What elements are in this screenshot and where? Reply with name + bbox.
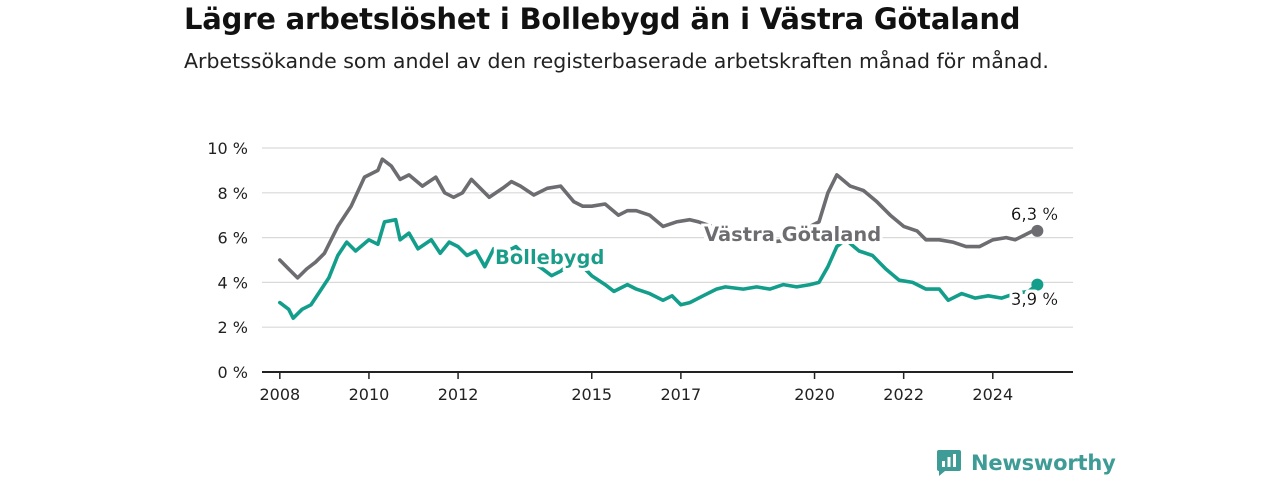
x-tick-label: 2015 [571,385,612,404]
series-label-bollebygd: Bollebygd [495,246,604,269]
y-tick-label: 8 % [218,184,248,203]
x-tick-label: 2012 [438,385,479,404]
x-tick-label: 2020 [794,385,835,404]
chart-title: Lägre arbetslöshet i Bollebygd än i Väst… [184,2,1021,36]
end-label-bollebygd: 3,9 % [1011,290,1058,309]
series-line-vastra-gotaland [278,157,1040,280]
brand-name: Newsworthy [971,451,1116,475]
grid-lines [262,147,1073,373]
x-tick-label: 2022 [883,385,924,404]
y-tick-label: 10 % [207,139,248,158]
x-tick-label: 2010 [349,385,390,404]
series-labels: Västra Götaland Bollebygd 6,3 % 3,9 % [495,205,1058,309]
brand-logo: Newsworthy [936,449,1116,477]
x-tick-labels: 2008 2010 2012 2015 2017 2020 2022 2024 [259,372,1013,404]
x-tick-label: 2008 [259,385,300,404]
y-tick-label: 2 % [218,318,248,337]
x-tick-label: 2024 [972,385,1013,404]
series-label-vastra-gotaland: Västra Götaland [704,223,881,246]
series-end-marker [1031,278,1044,291]
y-tick-label: 4 % [218,273,248,292]
x-tick-label: 2017 [661,385,702,404]
chart-subtitle: Arbetssökande som andel av den registerb… [184,49,1049,73]
series-line-bollebygd [278,217,1040,320]
y-tick-label: 6 % [218,229,248,248]
newsworthy-logo-icon [937,450,961,476]
end-label-vastra-gotaland: 6,3 % [1011,205,1058,224]
y-tick-label: 0 % [218,363,248,382]
series-lines [278,157,1044,320]
series-end-marker [1031,224,1044,237]
y-tick-labels: 0 % 2 % 4 % 6 % 8 % 10 % [207,139,248,382]
